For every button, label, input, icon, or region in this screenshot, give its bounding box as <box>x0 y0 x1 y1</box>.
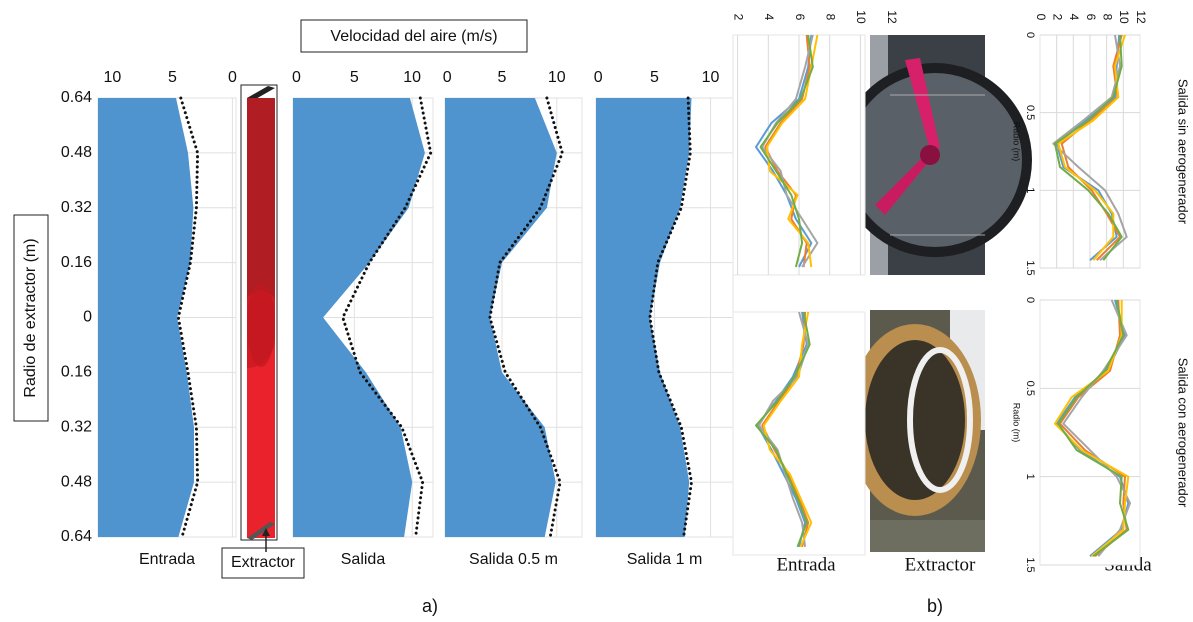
y-tick-label: 1.5 <box>1024 557 1036 572</box>
x-tick-label: 8 <box>1100 14 1114 21</box>
x-tick-label: 4 <box>1067 14 1081 21</box>
x-tick-label: 12 <box>1134 10 1148 24</box>
y-axis-label: Radio (m) <box>1012 403 1022 443</box>
y-axis-title: Radio de extractor (m) <box>22 238 39 397</box>
y-tick-label: 0 <box>83 309 92 326</box>
x-axis-title: Velocidad del aire (m/s) <box>330 28 497 45</box>
y-tick-label: 0.5 <box>1024 381 1036 396</box>
page: {"figure": { "label_a": "a)", "label_b":… <box>0 0 1193 622</box>
y-tick-label: 0.32 <box>61 199 92 216</box>
y-tick-label: 0.64 <box>61 89 92 106</box>
x-tick-label: 10 <box>702 69 720 86</box>
y-tick-label: 0.48 <box>61 144 92 161</box>
x-tick-label: 0 <box>594 69 603 86</box>
panel-label: a) <box>422 596 438 616</box>
x-tick-label: 10 <box>1117 10 1131 24</box>
x-tick-label: 0 <box>1034 14 1048 21</box>
x-tick-label: 6 <box>1084 14 1098 21</box>
x-tick-label: 10 <box>104 69 122 86</box>
x-tick-label: 2 <box>1050 14 1064 21</box>
y-tick-label: 1 <box>1024 187 1036 193</box>
y-tick-label: 1.5 <box>1024 260 1036 275</box>
y-tick-label: 0.16 <box>61 364 92 381</box>
x-tick-label: 0 <box>443 69 452 86</box>
photo-bottom <box>857 310 985 552</box>
x-tick-label: 12 <box>885 10 899 24</box>
photo-top <box>843 35 1027 275</box>
x-tick-label: 8 <box>824 14 838 21</box>
plot-area <box>1040 300 1140 565</box>
panel-title: Salida con aerogenerador <box>1176 358 1191 508</box>
caption: Extractor <box>905 554 976 575</box>
y-tick-label: 0.64 <box>61 528 92 545</box>
panel-title: Salida <box>341 551 386 568</box>
x-tick-label: 10 <box>403 69 421 86</box>
caption: Entrada <box>776 554 836 575</box>
x-tick-label: 10 <box>548 69 566 86</box>
y-axis-label: Radio (m) <box>1012 122 1022 162</box>
y-tick-label: 0.32 <box>61 418 92 435</box>
x-tick-label: 6 <box>793 14 807 21</box>
y-tick-label: 0.16 <box>61 254 92 271</box>
y-tick-label: 0.5 <box>1024 105 1036 120</box>
panel-label: b) <box>927 596 943 616</box>
panel-title: Salida sin aerogenerador <box>1176 79 1191 225</box>
x-tick-label: 4 <box>762 14 776 21</box>
y-tick-label: 1 <box>1024 474 1036 480</box>
panel-title: Salida 1 m <box>627 551 703 568</box>
y-tick-label: 0 <box>1024 297 1036 303</box>
y-tick-label: 0 <box>1024 32 1036 38</box>
y-tick-label: 0.48 <box>61 473 92 490</box>
x-tick-label: 5 <box>498 69 507 86</box>
x-tick-label: 5 <box>650 69 659 86</box>
x-tick-label: 5 <box>350 69 359 86</box>
figure: Velocidad del aire (m/s) Radio de extrac… <box>0 0 1193 622</box>
panel-title: Entrada <box>139 551 195 568</box>
panel-title: Salida 0.5 m <box>469 551 558 568</box>
extractor-drawing <box>241 85 277 540</box>
x-tick-label: 0 <box>292 69 301 86</box>
x-tick-label: 2 <box>731 14 745 21</box>
extractor-label: Extractor <box>231 554 296 571</box>
plot-area <box>733 312 865 555</box>
x-tick-label: 0 <box>228 69 237 86</box>
x-tick-label: 5 <box>168 69 177 86</box>
x-tick-label: 10 <box>854 10 868 24</box>
